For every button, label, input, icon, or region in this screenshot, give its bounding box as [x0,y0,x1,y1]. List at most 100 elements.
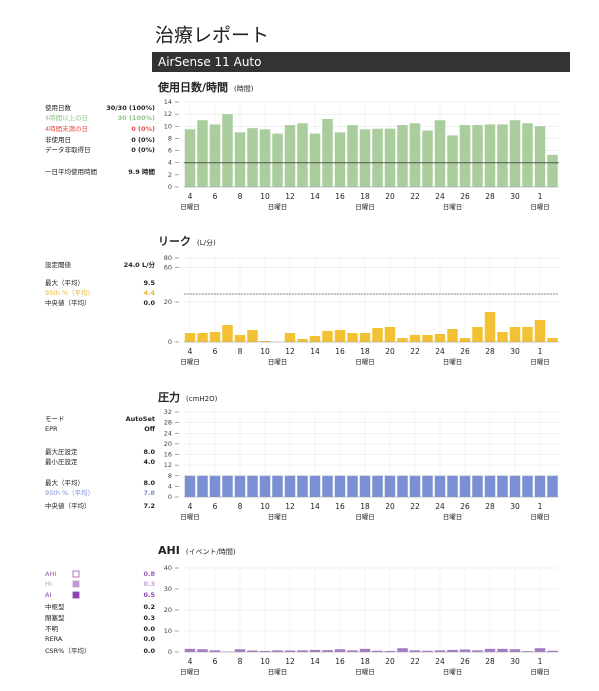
x-tick-label: 6 [213,192,218,201]
week-label: 日曜日 [180,203,200,211]
x-tick-label: 14 [310,502,320,511]
bar [422,475,433,497]
report-title: 治療レポート [155,25,269,47]
x-tick-label: 8 [238,502,243,511]
stat-label: 不明 [45,625,59,633]
x-tick-label: 24 [435,347,445,356]
chart-title: 圧力 [158,390,180,404]
device-bar [152,52,570,72]
stat-value: 0.3 [143,580,155,588]
y-tick-label: 10 [164,627,172,635]
bar [259,650,271,652]
stat-label: AI [45,591,51,599]
bar [234,475,246,497]
bar [322,119,333,187]
stat-value: 8.0 [143,448,155,456]
stat-label: 設定閾値 [45,260,72,269]
bar [297,339,308,342]
stat-value: AutoSet [126,415,155,423]
x-tick-label: 18 [360,347,370,356]
x-tick-label: 18 [360,502,370,511]
bar [359,475,371,497]
bar [397,125,408,187]
x-tick-label: 6 [213,502,218,511]
bar [297,650,308,652]
stat-label: 最小圧設定 [45,457,78,466]
bar [297,123,308,187]
week-label: 日曜日 [355,513,375,521]
bar [534,320,546,342]
bar [534,475,546,497]
week-label: 日曜日 [443,203,463,211]
bar [459,125,471,187]
week-label: 日曜日 [530,358,550,366]
y-tick-label: 0 [168,493,172,501]
device-name: AirSense 11 Auto [158,55,261,69]
bar [347,333,358,342]
bar [522,123,533,187]
y-tick-label: 20 [164,606,172,614]
x-tick-label: 22 [410,192,420,201]
bar [484,648,496,652]
bar [434,120,446,187]
x-tick-label: 14 [310,657,320,666]
bar [209,124,221,187]
bar [472,125,483,187]
bar [397,475,408,497]
y-tick-label: 0 [168,338,172,346]
bar [222,475,233,497]
x-tick-label: 8 [238,657,243,666]
bar [234,335,246,342]
x-tick-label: 12 [285,347,295,356]
bar [222,114,233,187]
bar [447,475,458,497]
bar [459,338,471,342]
x-tick-label: 10 [260,502,270,511]
stat-value: 0.0 [143,635,155,643]
bar [459,649,471,652]
x-tick-label: 20 [385,192,395,201]
y-tick-label: 28 [164,419,172,427]
stat-value: 0.0 [143,647,155,655]
x-tick-label: 20 [385,347,395,356]
bar [472,650,483,652]
x-tick-label: 4 [188,502,193,511]
bar [497,475,508,497]
stat-value: 9.9 時間 [128,167,155,176]
x-tick-label: 28 [485,657,495,666]
bar [309,133,321,187]
bar [372,475,383,497]
bar [209,475,221,497]
x-tick-label: 18 [360,192,370,201]
bar [184,475,196,497]
x-tick-label: 10 [260,192,270,201]
bar [397,648,408,652]
bar [409,123,421,187]
chart-unit: (L/分) [197,238,216,247]
x-tick-label: 4 [188,657,193,666]
bar [297,475,308,497]
y-tick-label: 8 [168,134,172,142]
bar [322,331,333,342]
week-label: 日曜日 [355,668,375,676]
stat-value: 7.2 [143,502,155,510]
bar [422,130,433,187]
y-tick-label: 6 [168,147,172,155]
stat-label: 閉塞型 [45,613,65,622]
x-tick-label: 12 [285,657,295,666]
x-tick-label: 26 [460,502,470,511]
x-tick-label: 16 [335,347,345,356]
bar [347,650,358,652]
stat-value: 9.5 [143,279,155,287]
bar [322,475,333,497]
bar [359,648,371,652]
x-tick-label: 8 [238,192,243,201]
y-tick-label: 12 [164,110,172,118]
bar [234,649,246,652]
week-label: 日曜日 [443,668,463,676]
bar [234,132,246,187]
week-label: 日曜日 [180,668,200,676]
x-tick-label: 28 [485,502,495,511]
bar [197,333,208,342]
